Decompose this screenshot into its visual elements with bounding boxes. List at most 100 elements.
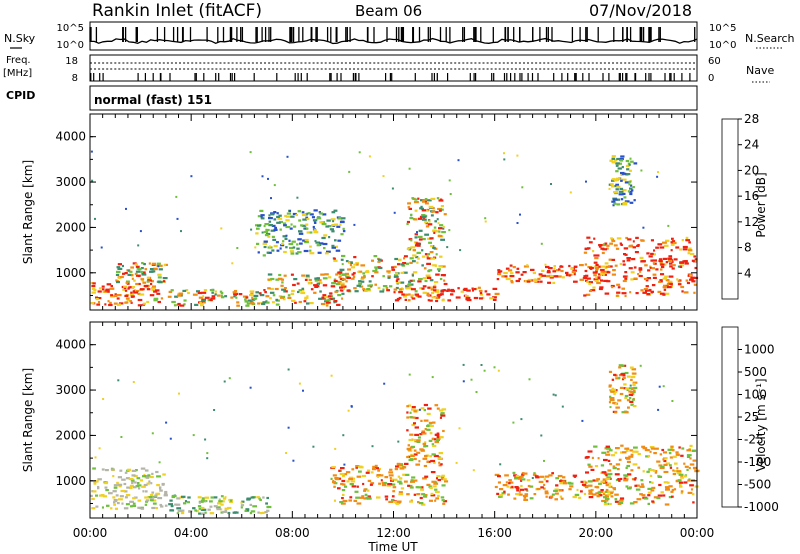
- power-echo-cell: [659, 261, 663, 264]
- velocity-echo-cell: [610, 454, 615, 457]
- power-echo-cell: [613, 244, 618, 247]
- velocity-echo-cell: [647, 491, 652, 494]
- power-echo-cell: [151, 287, 156, 290]
- power-echo-cell: [153, 299, 158, 302]
- power-echo-cell: [338, 273, 342, 276]
- power-echo-cell: [631, 258, 636, 261]
- power-echo-cell: [284, 237, 288, 240]
- power-echo-cell: [342, 227, 345, 230]
- velocity-echo-cell: [220, 508, 223, 511]
- power-echo-cell: [624, 277, 628, 280]
- power-echo-cell: [360, 277, 364, 280]
- power-echo-cell: [622, 189, 627, 192]
- power-echo-cell: [312, 219, 318, 222]
- velocity-echo-cell: [92, 490, 97, 493]
- power-echo-cell: [627, 190, 630, 193]
- velocity-echo-cell: [630, 469, 634, 472]
- velocity-echo-cell: [417, 436, 421, 439]
- power-echo-cell: [322, 284, 328, 287]
- power-echo-cell: [600, 272, 603, 275]
- power-echo-cell: [432, 210, 436, 213]
- power-echo-cell: [249, 290, 255, 293]
- power-echo-cell: [368, 280, 372, 283]
- power-echo-cell: [140, 288, 145, 291]
- velocity-echo-cell: [649, 481, 652, 484]
- velocity-echo-cell: [258, 497, 261, 500]
- velocity-echo-cell: [131, 474, 136, 477]
- power-echo-cell: [271, 224, 276, 227]
- velocity-echo-cell: [240, 504, 245, 507]
- power-echo-cell: [630, 278, 634, 281]
- power-echo-cell: [304, 241, 309, 244]
- power-echo-cell: [339, 268, 345, 271]
- power-echo-cell: [330, 218, 336, 221]
- velocity-echo-cell: [603, 471, 607, 474]
- power-echo-cell: [144, 268, 148, 271]
- velocity-echo-cell: [662, 385, 665, 388]
- velocity-echo-cell: [654, 471, 658, 474]
- velocity-echo-cell: [192, 507, 196, 510]
- power-echo-cell: [203, 289, 208, 292]
- power-echo-cell: [684, 262, 689, 265]
- power-echo-cell: [94, 217, 96, 220]
- power-echo-cell: [618, 190, 624, 193]
- power-echo-cell: [271, 301, 275, 304]
- power-echo-cell: [290, 223, 293, 226]
- velocity-ytick-label: 2000: [55, 428, 86, 442]
- velocity-echo-cell: [671, 488, 675, 492]
- power-echo-cell: [435, 296, 440, 299]
- velocity-echo-cell: [129, 486, 133, 490]
- freq-unit-label: [MHz]: [3, 68, 32, 79]
- power-echo-cell: [314, 285, 319, 288]
- power-echo-cell: [121, 264, 124, 268]
- velocity-echo-cell: [632, 398, 635, 401]
- velocity-echo-cell: [416, 451, 421, 454]
- velocity-echo-cell: [184, 500, 187, 503]
- velocity-echo-cell: [348, 476, 354, 479]
- power-echo-cell: [341, 289, 344, 292]
- velocity-echo-cell: [633, 382, 636, 385]
- power-echo-cell: [309, 213, 314, 216]
- velocity-echo-cell: [653, 452, 657, 455]
- power-echo-cell: [117, 267, 123, 270]
- velocity-echo-cell: [663, 457, 668, 460]
- velocity-echo-cell: [343, 473, 348, 476]
- power-echo-cell: [305, 216, 309, 219]
- power-echo-cell: [565, 271, 569, 274]
- velocity-echo-cell: [152, 495, 157, 498]
- power-echo-cell: [622, 260, 625, 263]
- velocity-echo-cell: [559, 480, 563, 483]
- velocity-echo-cell: [200, 499, 205, 502]
- velocity-scatter: [90, 363, 700, 515]
- power-echo-cell: [406, 220, 410, 224]
- power-echo-cell: [688, 241, 691, 244]
- velocity-echo-cell: [350, 480, 356, 483]
- power-echo-cell: [96, 303, 101, 306]
- velocity-echo-cell: [439, 436, 444, 439]
- velocity-echo-cell: [689, 463, 695, 466]
- velocity-echo-cell: [624, 411, 629, 414]
- power-echo-cell: [621, 172, 627, 175]
- power-echo-cell: [125, 281, 129, 284]
- power-echo-cell: [621, 292, 627, 295]
- power-echo-cell: [296, 282, 300, 285]
- power-echo-cell: [588, 281, 593, 284]
- power-echo-cell: [646, 252, 650, 255]
- power-echo-cell: [422, 277, 427, 280]
- power-echo-cell: [280, 296, 284, 299]
- power-echo-cell: [518, 277, 521, 281]
- power-echo-cell: [273, 228, 278, 231]
- power-echo-cell: [667, 282, 673, 285]
- power-echo-cell: [297, 238, 302, 241]
- velocity-ytick-label: 3000: [55, 383, 86, 397]
- velocity-echo-cell: [418, 408, 421, 411]
- power-echo-cell: [382, 175, 385, 178]
- power-echo-cell: [508, 269, 513, 272]
- power-echo-cell: [693, 276, 699, 279]
- power-echo-cell: [373, 255, 378, 258]
- power-echo-cell: [439, 224, 444, 227]
- velocity-echo-cell: [257, 511, 260, 514]
- power-echo-cell: [395, 272, 399, 275]
